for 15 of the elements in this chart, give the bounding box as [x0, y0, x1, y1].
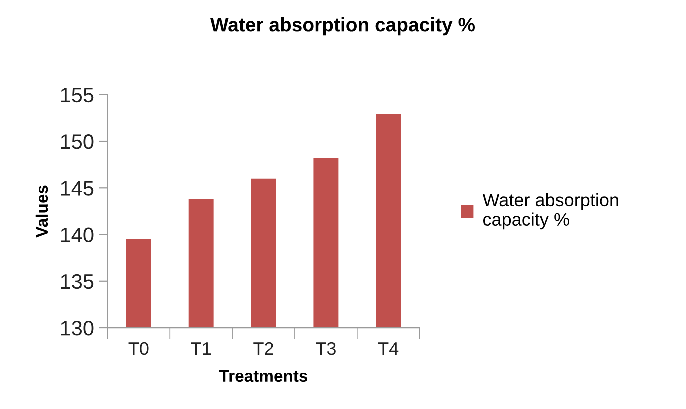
x-tick-label: T0 [128, 342, 149, 356]
y-tick-label: 145 [61, 181, 94, 196]
x-tick-label: T3 [316, 342, 336, 356]
x-axis-title: Treatments [219, 370, 308, 382]
y-tick-label: 135 [61, 274, 94, 290]
y-axis-title: Values [36, 186, 48, 238]
x-tick-label: T2 [254, 342, 274, 355]
y-tick-label: 150 [61, 134, 94, 150]
y-tick-label: 155 [61, 88, 94, 103]
x-tick-label: T1 [191, 342, 211, 355]
chart-title: Water absorption capacity % [210, 18, 476, 36]
x-tick-label: T4 [378, 342, 399, 355]
y-tick-label: 140 [61, 228, 94, 243]
legend-label: Water absorption capacity % [482, 193, 618, 230]
y-tick-label: 130 [61, 321, 94, 336]
